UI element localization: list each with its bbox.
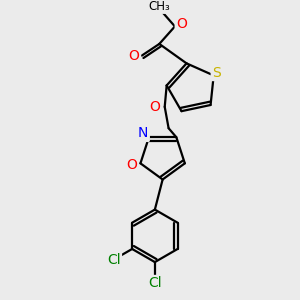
Text: S: S [212, 65, 221, 80]
Text: CH₃: CH₃ [148, 0, 170, 13]
Text: N: N [138, 126, 148, 140]
Text: O: O [129, 49, 140, 63]
Text: Cl: Cl [107, 253, 120, 267]
Text: Cl: Cl [148, 277, 162, 290]
Text: O: O [150, 100, 160, 114]
Text: O: O [126, 158, 137, 172]
Text: O: O [176, 17, 187, 32]
